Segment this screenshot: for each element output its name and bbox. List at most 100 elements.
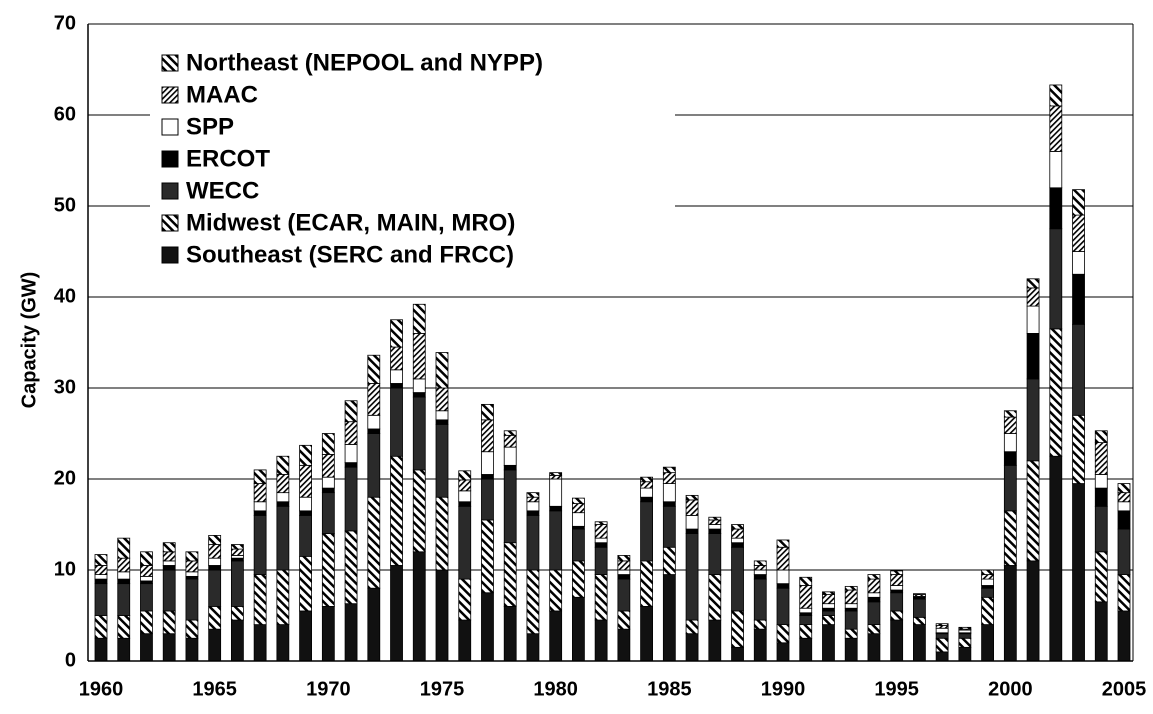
bar-segment [1117, 501, 1131, 512]
bar-segment [117, 637, 131, 662]
bar-segment [185, 575, 199, 580]
legend-background [150, 44, 675, 270]
bar-segment [140, 551, 153, 566]
legend-label: Southeast (SERC and FRCC) [186, 241, 514, 268]
bar-segment [572, 512, 585, 527]
bar-segment [526, 633, 540, 662]
bar-segment [390, 346, 403, 371]
bar-segment [503, 606, 517, 662]
bar-segment [185, 571, 199, 577]
bar-segment [844, 607, 858, 612]
bar-segment [867, 592, 881, 598]
bar-segment [526, 496, 540, 503]
bar-segment [708, 519, 722, 525]
bar-segment [94, 565, 108, 575]
bar-segment [117, 578, 131, 585]
bar-segment [390, 383, 403, 389]
bar-segment [208, 606, 222, 630]
bar-segment [481, 419, 494, 453]
bar-segment [1072, 414, 1085, 484]
legend-swatch [161, 214, 179, 232]
bar-segment [1003, 410, 1017, 418]
bar-segment [935, 651, 949, 662]
bar-segment [708, 574, 722, 621]
bar-segment [94, 615, 108, 639]
bar-segment [526, 510, 540, 516]
bar-segment [753, 578, 767, 621]
bar-segment [299, 610, 313, 662]
legend-label: Northeast (NEPOOL and NYPP) [186, 49, 543, 76]
bar-segment [344, 466, 358, 532]
bar-segment [890, 592, 904, 612]
bar-segment [981, 574, 994, 580]
bar-segment [253, 483, 267, 503]
bar-segment [1072, 323, 1085, 416]
y-tick-label: 10 [54, 558, 76, 580]
bar-segment [935, 627, 949, 634]
bar-segment [572, 503, 585, 514]
bar-segment [299, 464, 313, 498]
bar-segment [503, 469, 517, 544]
legend-label: MAAC [186, 81, 258, 108]
bar-segment [321, 606, 335, 662]
bar-segment [299, 515, 313, 557]
bar-segment [776, 642, 790, 662]
bar-segment [617, 610, 631, 630]
bar-segment [276, 505, 290, 571]
y-tick-label: 0 [65, 649, 76, 671]
bar-segment [208, 557, 222, 566]
legend-swatch [161, 86, 179, 104]
x-tick-label: 2005 [1102, 678, 1147, 700]
bar-segment [1117, 492, 1131, 503]
bar-segment [481, 403, 494, 421]
bar-segment [594, 542, 608, 548]
bar-segment [321, 476, 335, 489]
bar-segment [708, 619, 722, 662]
bar-segment [253, 624, 267, 662]
bar-segment [435, 410, 449, 421]
bar-segment [844, 603, 858, 609]
bar-segment [662, 574, 676, 662]
bar-segment [844, 585, 858, 591]
bar-segment [753, 574, 767, 580]
bar-segment [481, 478, 494, 521]
legend-label: WECC [186, 177, 259, 204]
bar-segment [1094, 551, 1108, 603]
bar-segment [117, 557, 131, 573]
bar-segment [481, 519, 494, 594]
bar-segment [1117, 528, 1131, 575]
bar-segment [708, 528, 722, 534]
bar-segment [185, 560, 199, 573]
bar-segment [731, 542, 744, 548]
bar-segment [435, 423, 449, 498]
bar-segment [230, 560, 244, 607]
bar-segment [1117, 510, 1131, 530]
bar-segment [162, 551, 176, 562]
bar-segment [731, 524, 744, 530]
bar-segment [1003, 464, 1017, 512]
bar-segment [890, 610, 904, 621]
bar-segment [708, 516, 722, 521]
bar-segment [140, 583, 153, 612]
bar-segment [549, 474, 563, 480]
bar-segment [890, 574, 904, 586]
bar-segment [958, 626, 972, 630]
bar-segment [1026, 287, 1040, 307]
bar-segment [230, 555, 244, 559]
bar-segment [412, 303, 426, 334]
bar-segment [890, 570, 904, 575]
bar-segment [367, 433, 381, 498]
bar-segment [799, 615, 813, 626]
bar-segment [776, 624, 790, 644]
bar-segment [731, 528, 744, 539]
bar-segment [1072, 483, 1085, 662]
bar-segment [935, 625, 949, 629]
bar-segment [162, 633, 176, 662]
bar-segment [140, 575, 153, 582]
bar-segment [685, 633, 699, 662]
bar-segment [662, 505, 676, 548]
bar-segment [1026, 278, 1040, 289]
bar-segment [458, 479, 472, 492]
bar-segment [253, 510, 267, 516]
